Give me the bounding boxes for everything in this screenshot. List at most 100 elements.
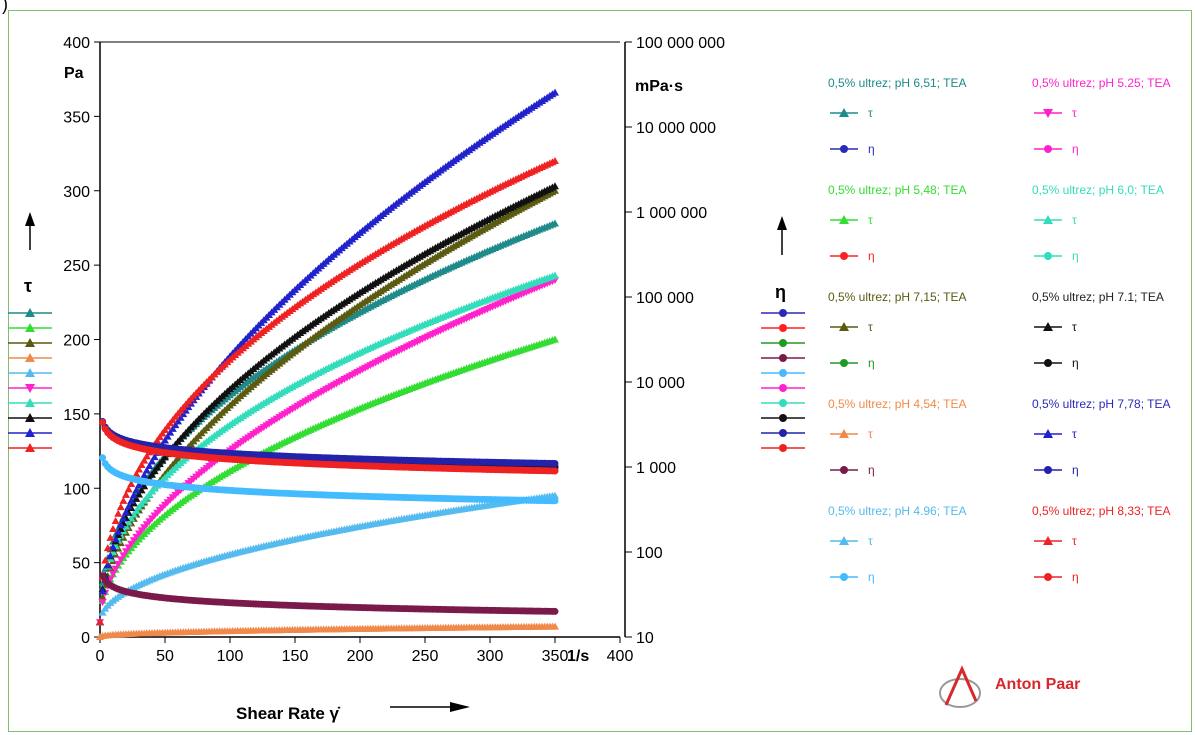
- legend-eta-label: η: [868, 249, 875, 263]
- legend-eta-label: η: [868, 463, 875, 477]
- tau-point: [114, 510, 122, 517]
- y-left-tick-label: 150: [63, 407, 90, 424]
- legend-marker-icon: [1032, 463, 1072, 477]
- legend-marker-icon: [1032, 534, 1072, 548]
- x-tick-label: 200: [347, 648, 374, 665]
- legend-marker-icon: [828, 570, 868, 584]
- x-tick-label: 400: [607, 648, 634, 665]
- tau-point: [109, 525, 117, 532]
- eta-axis-label: η: [775, 282, 786, 302]
- y-right-unit: mPa·s: [635, 78, 683, 95]
- y-left-tick-label: 200: [63, 333, 90, 350]
- eta-point: [552, 497, 559, 504]
- legend-tau-label: τ: [1072, 106, 1077, 120]
- y-right-tick-label: 10: [636, 630, 654, 647]
- y-right-tick-label: 100: [636, 545, 663, 562]
- y-right-tick-label: 100 000 000: [636, 35, 725, 52]
- eta-arrow-head: [777, 216, 787, 230]
- y-left-unit: Pa: [64, 65, 84, 82]
- legend-tau-label: τ: [1072, 427, 1077, 441]
- x-tick-label: 350: [542, 648, 569, 665]
- y-right-tick-label: 10 000: [636, 375, 685, 392]
- legend-marker-icon: [1032, 427, 1072, 441]
- y-right-tick-label: 10 000 000: [636, 120, 716, 137]
- anton-paar-logo-icon: [932, 665, 992, 715]
- x-unit-label: 1/s: [567, 648, 589, 665]
- legend-marker-icon: [828, 106, 868, 120]
- legend-marker-icon: [1032, 142, 1072, 156]
- legend-eta-label: η: [1072, 142, 1079, 156]
- legend-key-marker: [779, 399, 787, 407]
- x-tick-label: 100: [217, 648, 244, 665]
- legend-key-marker: [779, 429, 787, 437]
- legend-marker-icon: [1032, 570, 1072, 584]
- legend-key-marker: [779, 384, 787, 392]
- y-right-tick-label: 1 000 000: [636, 205, 707, 222]
- y-left-tick-label: 50: [72, 556, 90, 573]
- legend-tau-label: τ: [868, 106, 873, 120]
- y-left-tick-label: 100: [63, 481, 90, 498]
- legend-key-marker: [779, 414, 787, 422]
- legend-tau-label: τ: [1072, 213, 1077, 227]
- legend-key-marker: [779, 444, 787, 452]
- legend-eta-label: η: [1072, 463, 1079, 477]
- y-left-tick-label: 0: [81, 630, 90, 647]
- eta-point: [552, 460, 559, 467]
- legend-eta-label: η: [1072, 570, 1079, 584]
- tau-point: [112, 517, 120, 524]
- y-right-tick-label: 1 000: [636, 460, 676, 477]
- x-tick-label: 300: [477, 648, 504, 665]
- eta-point: [552, 608, 559, 615]
- tau-axis-label: τ: [24, 276, 32, 296]
- y-left-tick-label: 300: [63, 184, 90, 201]
- y-left-tick-label: 350: [63, 109, 90, 126]
- legend-marker-icon: [828, 249, 868, 263]
- legend-marker-icon: [1032, 106, 1072, 120]
- legend-key-marker: [779, 309, 787, 317]
- legend-group-header: 0,5% ultrez; pH 5.25; TEA: [1032, 76, 1171, 90]
- x-tick-label: 0: [96, 648, 105, 665]
- x-tick-label: 50: [156, 648, 174, 665]
- legend-marker-icon: [828, 320, 868, 334]
- y-left-tick-label: 250: [63, 258, 90, 275]
- x-arrow-head: [450, 702, 470, 712]
- legend-tau-label: τ: [868, 320, 873, 334]
- legend-group-header: 0,5% ultrez; pH 8,33; TEA: [1032, 504, 1171, 518]
- legend-eta-label: η: [868, 356, 875, 370]
- legend-marker-icon: [1032, 356, 1072, 370]
- x-tick-label: 150: [282, 648, 309, 665]
- legend-key-marker: [779, 339, 787, 347]
- legend-key-marker: [779, 354, 787, 362]
- legend-eta-label: η: [868, 570, 875, 584]
- legend-tau-label: τ: [1072, 534, 1077, 548]
- legend-marker-icon: [828, 356, 868, 370]
- legend-eta-label: η: [1072, 249, 1079, 263]
- legend-group-header: 0,5% ultrez; pH 7.1; TEA: [1032, 290, 1164, 304]
- legend-marker-icon: [828, 142, 868, 156]
- legend-group-header: 0,5% ultrez; pH 4,54; TEA: [828, 397, 967, 411]
- legend-tau-label: τ: [868, 427, 873, 441]
- logo-text: Anton Paar: [995, 676, 1080, 694]
- eta-point: [552, 467, 559, 474]
- legend-key-marker: [779, 324, 787, 332]
- x-tick-label: 250: [412, 648, 439, 665]
- legend-tau-label: τ: [868, 213, 873, 227]
- legend-group-header: 0,5% ultrez; pH 4.96; TEA: [828, 504, 967, 518]
- tau-point: [117, 503, 125, 510]
- y-left-tick-label: 400: [63, 35, 90, 52]
- legend-key-marker: [779, 369, 787, 377]
- legend-marker-icon: [828, 463, 868, 477]
- legend-marker-icon: [1032, 249, 1072, 263]
- legend-clip: 0,5% ultrez; pH 6,51; TEA τ η 0,5% ultrez; …: [790, 70, 1190, 670]
- legend-group-header: 0,5% ultrez; pH 6,51; TEA: [828, 76, 967, 90]
- y-right-tick-label: 100 000: [636, 290, 694, 307]
- legend-group-header: 0,5% ultrez; pH 6,0; TEA: [1032, 183, 1164, 197]
- legend-tau-label: τ: [868, 534, 873, 548]
- eta-point: [99, 419, 106, 426]
- legend-eta-label: η: [868, 142, 875, 156]
- legend-marker-icon: [828, 427, 868, 441]
- x-axis-label: Shear Rate γ̇: [236, 704, 341, 723]
- legend-group-header: 0,5% ultrez; pH 7,78; TEA: [1032, 397, 1171, 411]
- legend-marker-icon: [1032, 213, 1072, 227]
- legend-marker-icon: [1032, 320, 1072, 334]
